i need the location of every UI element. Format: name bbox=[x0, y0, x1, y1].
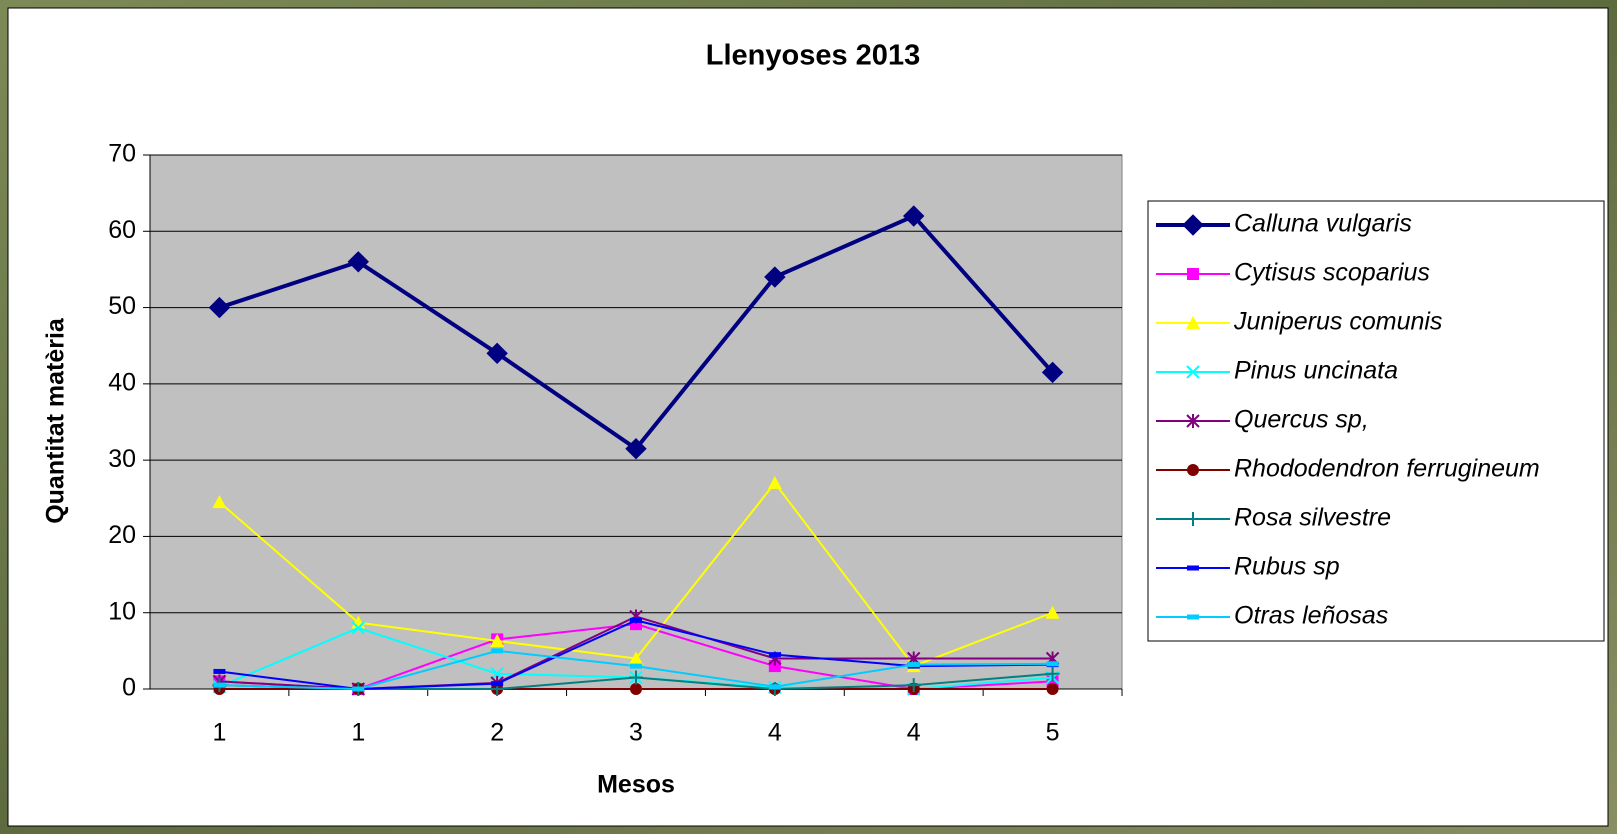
data-point bbox=[768, 652, 781, 658]
legend-marker bbox=[1187, 614, 1199, 620]
data-point bbox=[906, 678, 921, 693]
data-point bbox=[1046, 661, 1059, 667]
data-point bbox=[629, 651, 643, 665]
data-point bbox=[768, 660, 781, 673]
legend-marker bbox=[1186, 365, 1200, 379]
data-point bbox=[1045, 666, 1060, 681]
data-point bbox=[630, 683, 642, 695]
y-tick-label: 20 bbox=[108, 521, 136, 549]
data-point bbox=[490, 633, 505, 647]
y-tick-label: 0 bbox=[122, 674, 136, 702]
legend-label: Otras leñosas bbox=[1234, 602, 1388, 630]
plot-area bbox=[149, 154, 1123, 690]
legend-marker bbox=[1186, 414, 1200, 428]
data-point bbox=[907, 662, 920, 668]
x-tick-label: 4 bbox=[907, 719, 921, 747]
legend-label: Calluna vulgaris bbox=[1234, 210, 1412, 238]
data-point bbox=[625, 437, 647, 460]
data-point bbox=[213, 682, 226, 688]
x-tick-label: 1 bbox=[212, 719, 226, 747]
data-point bbox=[630, 663, 642, 669]
data-point bbox=[212, 495, 227, 509]
x-tick-label: 2 bbox=[490, 719, 504, 747]
legend-label: Rhododendron ferrugineum bbox=[1234, 455, 1540, 483]
legend-label: Rosa silvestre bbox=[1234, 504, 1391, 532]
data-point bbox=[1041, 361, 1064, 384]
y-tick-label: 30 bbox=[108, 445, 136, 473]
x-tick-label: 5 bbox=[1046, 719, 1060, 747]
data-point bbox=[1046, 683, 1059, 695]
y-tick-label: 70 bbox=[108, 140, 136, 168]
data-point bbox=[347, 251, 369, 273]
legend-label: Quercus sp, bbox=[1234, 406, 1369, 434]
data-point bbox=[630, 617, 642, 623]
data-point bbox=[1045, 605, 1060, 619]
legend-label: Cytisus scoparius bbox=[1234, 259, 1430, 287]
legend-marker bbox=[1187, 268, 1199, 280]
x-tick-label: 3 bbox=[629, 719, 643, 747]
legend-label: Rubus sp bbox=[1234, 553, 1340, 581]
legend-marker bbox=[1186, 512, 1200, 526]
data-point bbox=[352, 686, 365, 692]
data-point bbox=[486, 342, 508, 365]
data-point bbox=[767, 476, 782, 490]
data-point bbox=[629, 670, 643, 685]
y-tick-label: 40 bbox=[108, 368, 136, 396]
x-tick-label: 4 bbox=[768, 719, 782, 747]
data-point bbox=[768, 684, 781, 690]
data-point bbox=[351, 621, 365, 635]
x-tick-label: 1 bbox=[351, 719, 365, 747]
y-axis-label: Quantitat matèria bbox=[42, 317, 70, 524]
legend-label: Pinus uncinata bbox=[1234, 357, 1398, 385]
legend-marker bbox=[1186, 316, 1200, 329]
legend-marker bbox=[1187, 464, 1199, 476]
chart-title: Llenyoses 2013 bbox=[706, 40, 920, 72]
x-axis-label: Mesos bbox=[597, 771, 675, 799]
legend-marker bbox=[1187, 565, 1199, 571]
data-point bbox=[491, 681, 504, 687]
y-tick-label: 10 bbox=[108, 597, 136, 625]
data-point bbox=[903, 205, 925, 227]
legend-marker bbox=[1182, 214, 1204, 236]
data-point bbox=[491, 648, 504, 654]
y-tick-label: 50 bbox=[108, 292, 136, 320]
y-tick-label: 60 bbox=[108, 216, 136, 244]
data-point bbox=[764, 266, 786, 288]
data-point bbox=[208, 296, 231, 319]
legend-label: Juniperus comunis bbox=[1233, 308, 1442, 336]
data-point bbox=[213, 668, 226, 674]
